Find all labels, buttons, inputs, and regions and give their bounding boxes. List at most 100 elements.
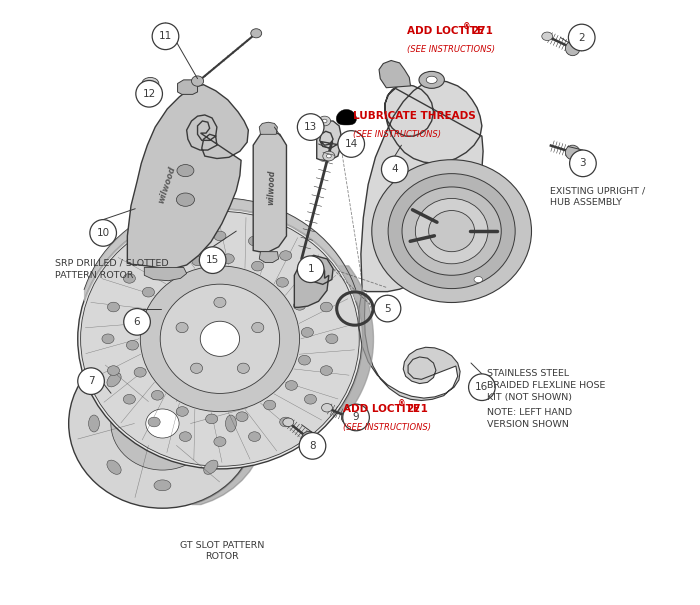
Text: 2: 2 <box>578 33 585 42</box>
Text: 11: 11 <box>159 31 172 41</box>
Ellipse shape <box>286 381 298 390</box>
Text: 16: 16 <box>475 382 489 392</box>
Text: 1: 1 <box>307 264 314 274</box>
Polygon shape <box>144 267 187 281</box>
Ellipse shape <box>154 356 171 367</box>
Ellipse shape <box>251 261 264 271</box>
Ellipse shape <box>318 116 330 126</box>
Ellipse shape <box>69 339 256 508</box>
Ellipse shape <box>248 236 260 246</box>
Text: ADD LOCTITE: ADD LOCTITE <box>407 26 484 36</box>
Text: (SEE INSTRUCTIONS): (SEE INSTRUCTIONS) <box>353 130 441 139</box>
Text: 7: 7 <box>88 376 94 386</box>
Ellipse shape <box>127 341 139 350</box>
Ellipse shape <box>276 278 288 287</box>
Circle shape <box>298 256 324 283</box>
Polygon shape <box>127 85 248 269</box>
Ellipse shape <box>146 409 179 438</box>
Ellipse shape <box>326 334 338 344</box>
Ellipse shape <box>134 367 146 377</box>
Ellipse shape <box>264 400 276 410</box>
Ellipse shape <box>107 373 121 387</box>
Ellipse shape <box>388 174 515 289</box>
Text: 4: 4 <box>391 165 398 174</box>
Ellipse shape <box>146 81 154 86</box>
Ellipse shape <box>321 404 332 412</box>
Circle shape <box>78 368 104 394</box>
Ellipse shape <box>123 394 135 404</box>
Ellipse shape <box>301 327 314 337</box>
Ellipse shape <box>107 366 120 376</box>
Text: 13: 13 <box>304 122 317 132</box>
Circle shape <box>90 220 116 246</box>
Ellipse shape <box>237 363 249 373</box>
Ellipse shape <box>214 297 226 307</box>
Polygon shape <box>259 252 279 263</box>
Text: NOTE: LEFT HAND
VERSION SHOWN: NOTE: LEFT HAND VERSION SHOWN <box>487 408 573 429</box>
Ellipse shape <box>88 415 99 432</box>
Ellipse shape <box>323 151 335 161</box>
Ellipse shape <box>225 415 237 432</box>
Ellipse shape <box>160 284 279 393</box>
Text: GT SLOT PATTERN
ROTOR: GT SLOT PATTERN ROTOR <box>180 541 264 561</box>
Ellipse shape <box>222 254 235 264</box>
Ellipse shape <box>177 165 194 177</box>
Ellipse shape <box>140 266 300 411</box>
Ellipse shape <box>102 334 114 344</box>
Ellipse shape <box>200 321 239 356</box>
Ellipse shape <box>148 250 160 260</box>
Text: STAINLESS STEEL
BRAIDED FLEXLINE HOSE
KIT (NOT SHOWN): STAINLESS STEEL BRAIDED FLEXLINE HOSE KI… <box>487 369 606 402</box>
Ellipse shape <box>204 460 218 474</box>
Ellipse shape <box>111 377 214 470</box>
Ellipse shape <box>192 256 204 266</box>
Circle shape <box>570 150 596 177</box>
Circle shape <box>342 410 356 425</box>
Ellipse shape <box>214 437 226 446</box>
Ellipse shape <box>80 211 359 466</box>
Ellipse shape <box>176 407 188 416</box>
Circle shape <box>136 80 162 107</box>
Circle shape <box>374 295 401 322</box>
Ellipse shape <box>372 160 531 302</box>
Ellipse shape <box>151 390 164 400</box>
Text: 5: 5 <box>384 304 391 313</box>
Circle shape <box>566 145 580 160</box>
Ellipse shape <box>293 301 306 310</box>
Ellipse shape <box>321 366 332 376</box>
Ellipse shape <box>283 418 294 427</box>
Ellipse shape <box>190 363 202 373</box>
Text: 9: 9 <box>353 413 359 422</box>
Ellipse shape <box>143 90 160 102</box>
Ellipse shape <box>248 432 260 442</box>
Text: 6: 6 <box>134 317 141 327</box>
Text: ®: ® <box>463 22 470 31</box>
Polygon shape <box>294 255 333 307</box>
Text: 3: 3 <box>580 159 586 168</box>
Ellipse shape <box>280 417 292 427</box>
Ellipse shape <box>542 32 553 41</box>
Ellipse shape <box>179 236 191 246</box>
Ellipse shape <box>148 417 160 427</box>
Ellipse shape <box>179 432 191 442</box>
Circle shape <box>299 433 326 459</box>
Text: LUBRICATE THREADS: LUBRICATE THREADS <box>353 111 476 121</box>
Ellipse shape <box>192 76 204 87</box>
Ellipse shape <box>176 322 188 333</box>
Text: (SEE INSTRUCTIONS): (SEE INSTRUCTIONS) <box>343 423 430 432</box>
Text: wilwood: wilwood <box>266 170 276 205</box>
Circle shape <box>338 131 365 157</box>
Ellipse shape <box>154 480 171 491</box>
Ellipse shape <box>419 71 445 88</box>
Text: wilwood: wilwood <box>157 165 178 204</box>
Circle shape <box>302 431 316 446</box>
Text: 10: 10 <box>97 228 110 238</box>
Text: (SEE INSTRUCTIONS): (SEE INSTRUCTIONS) <box>407 45 496 54</box>
Ellipse shape <box>164 268 176 278</box>
Text: 14: 14 <box>344 139 358 149</box>
Polygon shape <box>316 121 341 161</box>
Ellipse shape <box>236 412 248 422</box>
Ellipse shape <box>252 322 264 333</box>
Text: 15: 15 <box>206 255 219 265</box>
Ellipse shape <box>176 193 195 206</box>
Ellipse shape <box>468 272 489 287</box>
